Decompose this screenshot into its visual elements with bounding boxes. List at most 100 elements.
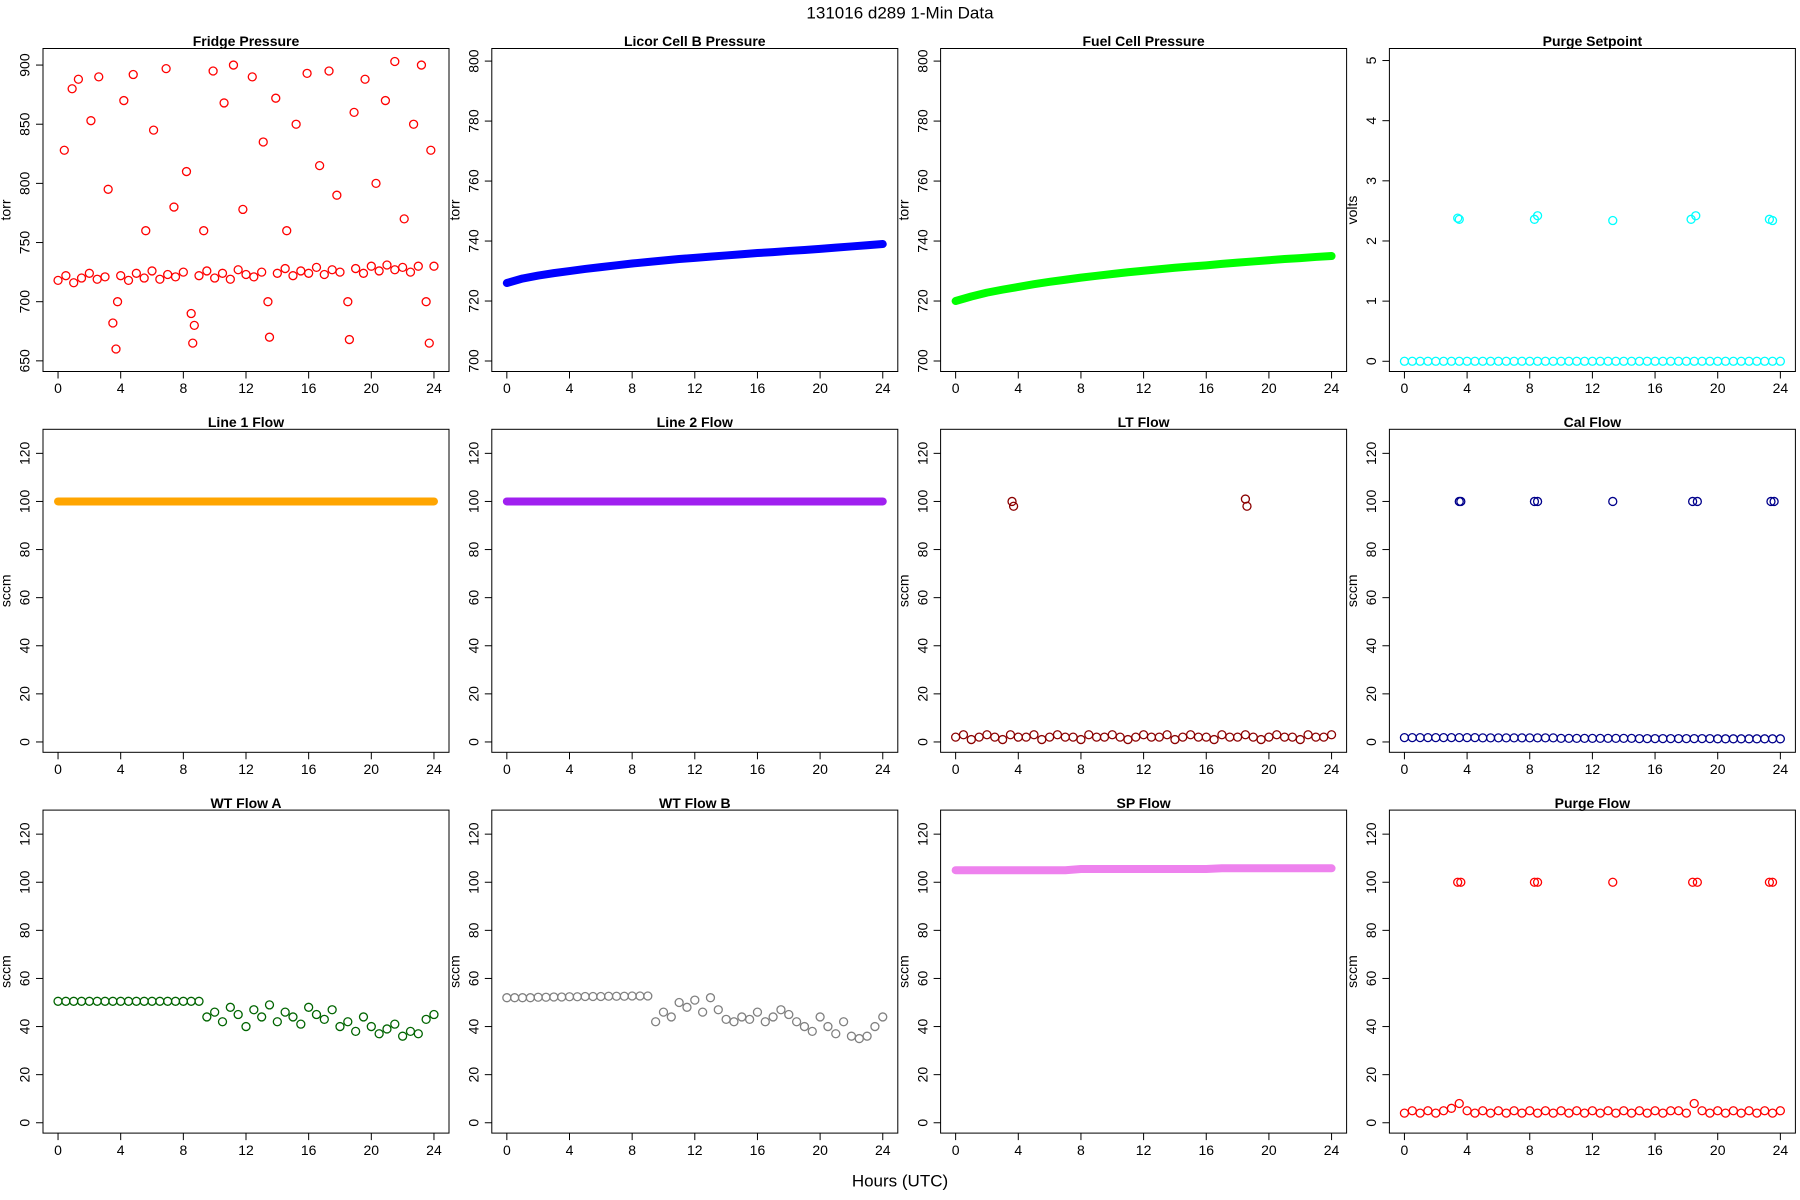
plot-frame [940,428,1348,753]
x-tick-label: 16 [1647,761,1663,777]
x-tick-label: 20 [364,761,380,777]
point [974,732,984,742]
y-tick-label: 40 [17,638,33,654]
point [208,66,218,76]
y-tick-label: 4 [1363,117,1379,125]
point [390,56,400,67]
point [350,263,361,274]
point [1462,356,1472,366]
x-tick-label: 20 [1261,380,1277,396]
plot-frame [940,809,1348,1134]
point [1178,732,1188,742]
point [1240,730,1251,740]
point [1579,733,1590,744]
point [1673,1106,1684,1116]
point [1579,1108,1590,1118]
point [1705,733,1715,744]
point [1689,1098,1699,1109]
point [186,996,196,1006]
panel-title: Purge Setpoint [1543,33,1643,49]
point [228,60,239,70]
x-tick-label: 4 [1014,761,1022,777]
y-tick-label: 900 [17,53,33,77]
point [1170,734,1180,745]
point [53,996,63,1006]
y-tick-label: 100 [1363,490,1379,514]
point [1713,734,1723,744]
x-tick-label: 8 [1526,380,1534,396]
x-tick-label: 0 [54,1142,62,1158]
point [1681,733,1692,744]
point [94,72,104,82]
point [314,160,325,171]
point [374,266,384,276]
point [1311,732,1321,742]
x-tick-label: 12 [687,380,703,396]
point [950,732,961,742]
point [343,1017,353,1027]
point [1666,356,1676,366]
point [635,991,645,1001]
y-tick-label: 120 [1363,822,1379,846]
x-tick-label: 24 [1773,761,1789,777]
point [358,268,369,278]
point [1572,733,1582,744]
point [1587,1106,1598,1116]
point [1493,733,1504,743]
point [296,266,306,276]
series-line [502,240,887,288]
point [1572,356,1582,366]
point [1008,501,1019,511]
point [108,996,118,1006]
y-tick-label: 40 [1363,1019,1379,1035]
point [1556,356,1566,366]
y-tick-label: 60 [466,970,482,986]
point [327,265,337,275]
point [1446,1103,1457,1113]
point [103,184,113,194]
point [1415,732,1425,743]
point [332,190,342,200]
point [1431,356,1441,366]
point [1595,356,1605,366]
y-tick-label: 20 [914,1067,930,1083]
point [784,1009,794,1020]
x-tick-label: 16 [1198,1142,1214,1158]
point [217,1017,228,1027]
point [358,1012,369,1022]
point [374,1029,384,1039]
point [1744,734,1754,744]
x-tick-label: 0 [54,761,62,777]
point [1766,496,1776,507]
x-tick-label: 0 [1401,1142,1409,1158]
point [870,1021,880,1032]
point [247,72,257,82]
point [1692,877,1702,887]
point [1673,356,1684,366]
point [564,992,575,1002]
point [1634,1106,1645,1116]
point [1532,733,1543,743]
point [397,1031,408,1041]
y-tick-label: 800 [914,49,930,73]
y-tick-label: 20 [914,686,930,702]
point [399,214,409,224]
point [713,1005,723,1015]
x-tick-label: 16 [301,761,317,777]
panel-title: LT Flow [1118,414,1170,430]
y-tick-label: 80 [17,922,33,938]
x-tick-label: 24 [426,380,442,396]
point [202,266,212,276]
point [510,993,520,1003]
point [1769,496,1779,507]
point [1619,1106,1629,1116]
point [982,730,992,740]
point [1658,356,1668,366]
point [1666,733,1676,744]
y-tick-label: 0 [1363,357,1379,365]
point [1767,215,1778,226]
y-tick-label: 700 [914,349,930,373]
point [1399,356,1410,366]
point [1587,733,1598,744]
